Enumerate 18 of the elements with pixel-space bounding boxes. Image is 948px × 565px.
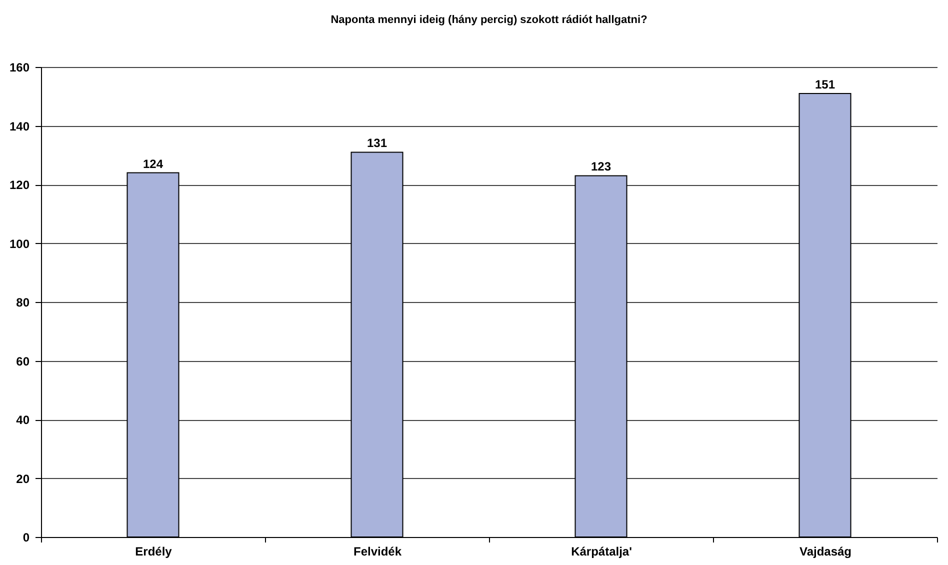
y-tick-label: 60 — [16, 354, 30, 368]
data-label: 123 — [590, 160, 612, 174]
y-tick-label: 20 — [16, 472, 30, 486]
chart-title: Naponta mennyi ideig (hány percig) szokott rádiót hallgatni? — [330, 14, 648, 26]
data-label: 151 — [814, 77, 836, 92]
x-tick-label: Felvidék — [353, 544, 402, 558]
y-tick-label: 160 — [9, 60, 30, 74]
y-tick-label: 140 — [9, 119, 30, 134]
y-tick-label: 80 — [16, 296, 30, 310]
x-tick-label: Erdély — [135, 544, 172, 558]
data-label: 131 — [366, 136, 388, 150]
x-tick-label: Kárpátalja' — [571, 544, 632, 558]
y-tick-label: 0 — [22, 530, 30, 544]
y-tick-label: 100 — [9, 236, 30, 251]
y-tick-label: 40 — [16, 413, 30, 427]
y-tick-label: 120 — [9, 178, 30, 192]
x-tick-label: Vajdaság — [799, 544, 852, 558]
data-label: 124 — [142, 156, 164, 171]
